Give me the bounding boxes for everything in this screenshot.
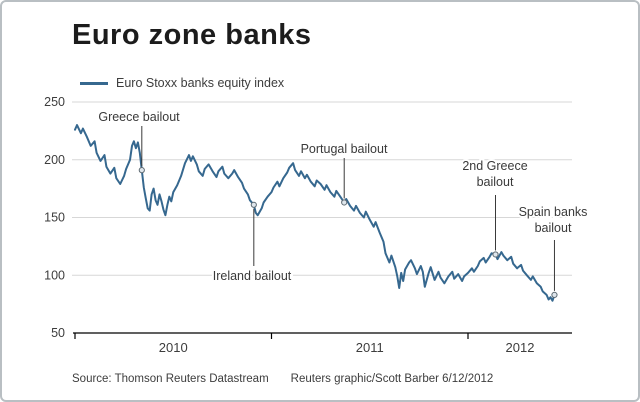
annotation-greece2-bailout: 2nd Greece bailout <box>460 157 530 258</box>
legend-label: Euro Stoxx banks equity index <box>116 76 285 90</box>
legend: Euro Stoxx banks equity index <box>80 76 284 90</box>
annotation-marker-portugal-bailout <box>341 199 348 206</box>
annotation-marker-spain-bailout <box>551 291 558 298</box>
annotation-label-greece2-bailout: bailout <box>477 175 514 189</box>
annotation-marker-ireland-bailout <box>250 201 257 208</box>
annotation-portugal-bailout: Portugal bailout <box>299 140 390 206</box>
annotation-ireland-bailout: Ireland bailout <box>211 201 294 285</box>
credit-text: Reuters graphic/Scott Barber 6/12/2012 <box>290 373 494 385</box>
annotation-marker-greece-bailout <box>138 167 145 174</box>
index-line <box>74 124 556 302</box>
y-axis-label-150: 150 <box>44 211 65 225</box>
y-axis-label-200: 200 <box>44 153 65 167</box>
annotation-label-greece2-bailout: 2nd Greece <box>462 159 527 173</box>
x-axis-label-2012: 2012 <box>506 340 535 355</box>
annotation-label-ireland-bailout: Ireland bailout <box>213 269 292 283</box>
annotation-label-greece-bailout: Greece bailout <box>98 110 180 124</box>
annotation-label-spain-bailout: bailout <box>535 221 572 235</box>
annotation-label-portugal-bailout: Portugal bailout <box>301 142 388 156</box>
annotation-label-spain-bailout: Spain banks <box>519 205 588 219</box>
annotation-spain-bailout: Spain banks bailout <box>517 203 589 298</box>
annotation-greece-bailout: Greece bailout <box>96 108 182 174</box>
y-axis-label-250: 250 <box>44 95 65 109</box>
x-axis-label-2010: 2010 <box>159 340 188 355</box>
x-axis-label-2011: 2011 <box>356 340 384 355</box>
y-axis-label-100: 100 <box>44 268 65 282</box>
legend-line-swatch <box>80 81 108 85</box>
y-axis-label-50: 50 <box>51 326 65 340</box>
source-line: Source: Thomson Reuters Datastream Reuter… <box>72 373 493 385</box>
annotation-marker-greece2-bailout <box>492 251 499 258</box>
source-text: Source: Thomson Reuters Datastream <box>72 373 269 385</box>
chart-title: Euro zone banks <box>72 19 312 51</box>
